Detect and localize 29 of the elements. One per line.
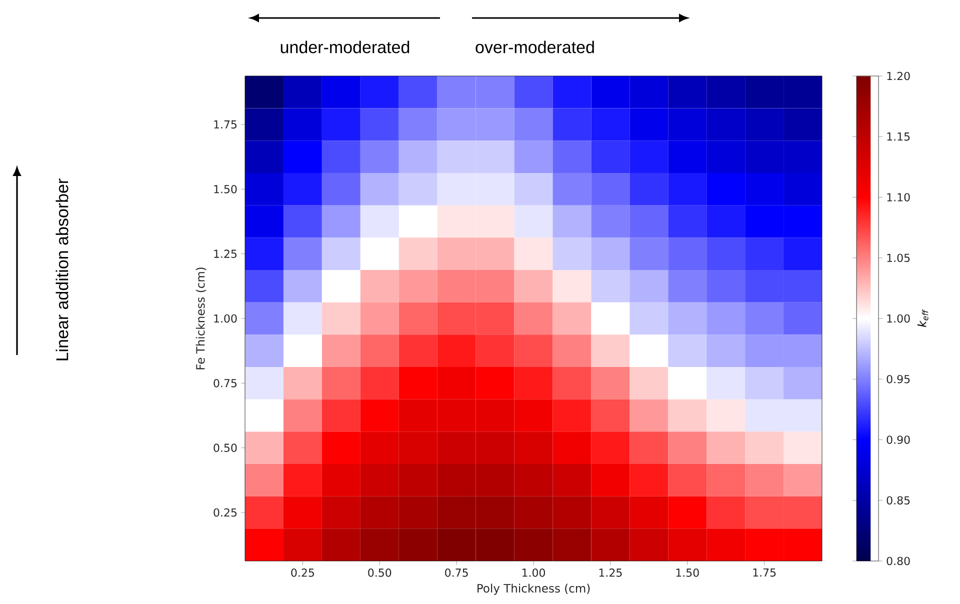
y-tick-label: 0.50	[214, 444, 237, 452]
text: under-moderated	[280, 40, 410, 54]
x-tick-label: 1.50	[676, 568, 699, 577]
color-bar-label: 1.10	[887, 193, 910, 202]
text: Linear addition absorber	[56, 178, 68, 360]
color-bar-label: 0.85	[886, 496, 910, 505]
color-bar-label: 1.05	[887, 254, 910, 262]
color-bar-label: 0.90	[886, 436, 910, 444]
x-tick-label: 1.00	[522, 568, 546, 577]
text: over-moderated	[476, 40, 594, 54]
y-tick-label: 1.75	[214, 120, 237, 129]
x-tick-label: 1.25	[599, 568, 622, 577]
color-bar-title: k$_{eff}$	[917, 309, 928, 328]
color-bar-label: 1.20	[887, 72, 910, 80]
x-tick-label: 1.75	[753, 568, 776, 577]
x-tick-label: 0.75	[445, 568, 468, 577]
color-bar-label: 0.95	[886, 374, 910, 384]
y-axis-title: Fe Thickness (cm)	[196, 268, 206, 370]
y-tick-label: 1.50	[214, 185, 237, 194]
y-tick-label: 0.75	[214, 379, 237, 388]
x-tick-label: 0.50	[368, 568, 392, 577]
color-bar-label: 1.00	[887, 314, 910, 323]
color-bar-label: 1.15	[887, 132, 910, 141]
y-tick-label: 1.00	[214, 314, 237, 323]
x-tick-label: 0.25	[291, 568, 314, 577]
x-axis-title: Poly Thickness (cm)	[478, 584, 590, 595]
y-tick-label: 1.25	[214, 250, 237, 258]
color-bar-label: 0.80	[886, 556, 910, 566]
y-tick-label: 0.25	[214, 508, 237, 517]
